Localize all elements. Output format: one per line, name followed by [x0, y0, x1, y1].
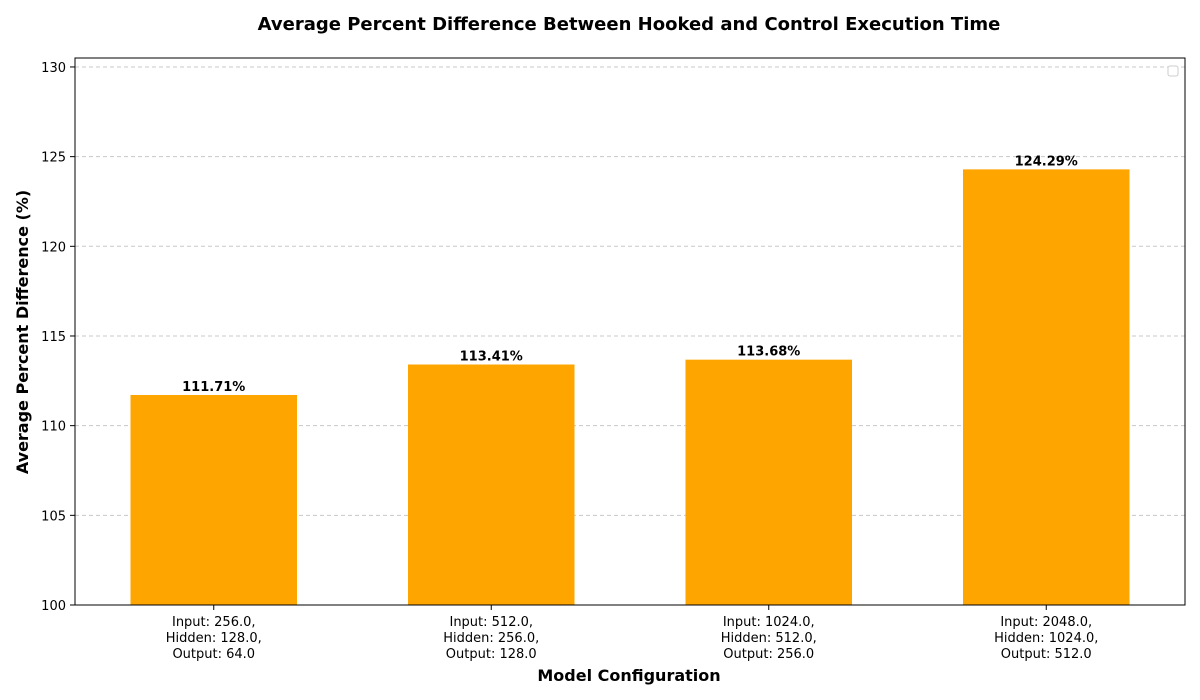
- x-tick-label: Input: 256.0, Hidden: 128.0, Output: 64.0: [166, 615, 262, 662]
- bar: [408, 364, 575, 605]
- y-tick-label: 105: [41, 509, 66, 524]
- x-tick-label-line: Output: 64.0: [172, 647, 255, 662]
- x-tick-label-line: Hidden: 512.0,: [721, 631, 817, 646]
- x-tick-label: Input: 1024.0, Hidden: 512.0, Output: 256.…: [721, 615, 817, 662]
- legend-box: [1167, 65, 1179, 77]
- x-tick-label-line: Output: 512.0: [1001, 647, 1092, 662]
- bar-value-label: 111.71%: [182, 380, 245, 395]
- bar-value-label: 124.29%: [1015, 154, 1078, 169]
- y-tick-label: 120: [41, 240, 66, 255]
- y-tick-label: 100: [41, 599, 66, 614]
- bars: [130, 169, 1130, 605]
- x-tick-label-line: Output: 256.0: [723, 647, 814, 662]
- plot-frame: [74, 57, 1186, 606]
- x-tick-label-line: Input: 1024.0,: [723, 615, 815, 630]
- x-tick-label: Input: 512.0, Hidden: 256.0, Output: 128.0: [443, 615, 539, 662]
- x-tick-label: Input: 2048.0, Hidden: 1024.0, Output: 512…: [994, 615, 1098, 662]
- bar: [963, 169, 1130, 605]
- x-tick-label-line: Hidden: 1024.0,: [994, 631, 1098, 646]
- bar-value-label: 113.68%: [737, 345, 800, 360]
- bar: [130, 394, 297, 605]
- y-tick-label: 130: [41, 61, 66, 76]
- x-tick-label-line: Input: 2048.0,: [1000, 615, 1092, 630]
- x-tick-label-line: Hidden: 256.0,: [443, 631, 539, 646]
- x-tick-label-line: Input: 256.0,: [172, 615, 256, 630]
- bar-value-label: 113.41%: [460, 349, 523, 364]
- x-tick-label-line: Output: 128.0: [446, 647, 537, 662]
- x-axis-ticks: Input: 256.0, Hidden: 128.0, Output: 64.0I…: [166, 605, 1098, 662]
- x-tick-label-line: Hidden: 128.0,: [166, 631, 262, 646]
- bar: [685, 359, 852, 605]
- chart-title: Average Percent Difference Between Hooke…: [258, 14, 1001, 35]
- y-tick-label: 110: [41, 420, 66, 435]
- y-axis-title: Average Percent Difference (%): [13, 190, 32, 474]
- y-tick-label: 115: [41, 330, 66, 345]
- data-labels: 111.71% 113.41% 113.68% 124.29%: [182, 154, 1078, 395]
- x-tick-label-line: Input: 512.0,: [449, 615, 533, 630]
- y-tick-label: 125: [41, 151, 66, 166]
- x-axis-title: Model Configuration: [537, 666, 720, 685]
- y-axis-ticks: 100 105 110 115 120 125 130: [41, 61, 75, 614]
